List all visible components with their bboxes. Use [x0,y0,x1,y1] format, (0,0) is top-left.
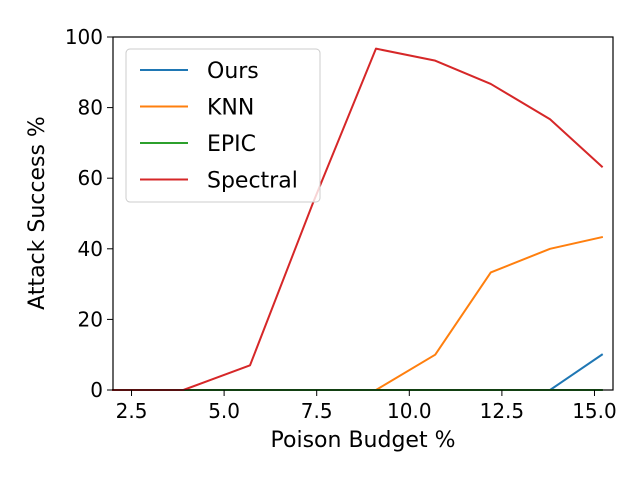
legend-label-spectral: Spectral [207,169,298,194]
x-tick-label: 15.0 [572,399,617,423]
x-tick-label: 2.5 [116,399,148,423]
y-tick-label: 60 [78,166,103,190]
x-tick-label: 10.0 [387,399,432,423]
y-tick-label: 20 [78,307,103,331]
y-axis-label: Attack Success % [25,116,50,310]
series-line-spectral [112,47,604,391]
x-tick-label: 5.0 [208,399,240,423]
y-tick-label: 40 [78,237,103,261]
plot-frame [112,36,614,391]
series-line-ours [112,353,604,391]
x-tick-label: 7.5 [301,399,333,423]
legend-frame [125,48,321,203]
y-tick-label: 0 [90,378,103,402]
x-axis-label: Poison Budget % [271,428,456,453]
legend-label-knn: KNN [207,96,254,121]
series-line-knn [112,235,604,391]
x-axis-ticks: 2.5 5.0 7.5 10.0 12.5 15.0 [116,390,617,423]
y-tick-label: 80 [78,96,103,120]
y-tick-label: 100 [65,25,103,49]
y-axis-ticks: 0 20 40 60 80 100 [65,25,113,402]
legend: Ours KNN EPIC Spectral [125,48,321,203]
legend-label-ours: Ours [207,59,259,84]
legend-label-epic: EPIC [207,132,256,157]
x-tick-label: 12.5 [480,399,525,423]
